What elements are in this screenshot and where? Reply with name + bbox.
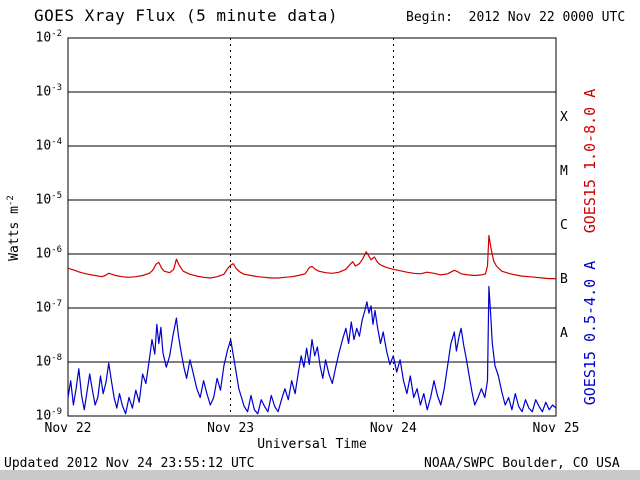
x-tick-label: Nov 25 (532, 421, 580, 436)
x-axis-title: Universal Time (257, 437, 367, 452)
y-tick-label: 10-6 (35, 245, 63, 262)
y-tick-label: 10-4 (35, 137, 63, 154)
window-chrome-strip (0, 470, 640, 480)
credit-text: NOAA/SWPC Boulder, CO USA (424, 456, 620, 471)
updated-timestamp: Updated 2012 Nov 24 23:55:12 UTC (4, 456, 255, 471)
y-axis-title-exponent: -2 (5, 195, 16, 207)
x-tick-label: Nov 24 (369, 421, 417, 436)
x-tick-label: Nov 23 (207, 421, 255, 436)
y-tick-label: 10-7 (35, 299, 63, 316)
long-series-line (67, 234, 556, 280)
y-tick-label: 10-2 (35, 29, 63, 46)
class-letter-c: C (560, 218, 568, 233)
class-letter-a: A (560, 326, 568, 341)
class-letter-x: X (560, 110, 568, 125)
y-tick-label: 10-8 (35, 353, 63, 370)
plot-border (67, 37, 557, 417)
short-series-line (67, 285, 557, 415)
y-tick-label: 10-5 (35, 191, 63, 208)
y-tick-label: 10-3 (35, 83, 63, 100)
begin-timestamp: Begin: 2012 Nov 22 0000 UTC (406, 10, 626, 25)
long-series-label: GOES15 1.0-8.0 A (581, 88, 599, 234)
class-letter-b: B (560, 272, 568, 287)
class-letter-m: M (560, 164, 568, 179)
page-title: GOES Xray Flux (5 minute data) (34, 6, 338, 25)
y-tick-label: 10-9 (35, 407, 63, 424)
x-tick-label: Nov 22 (44, 421, 92, 436)
short-series-label: GOES15 0.5-4.0 A (581, 260, 599, 406)
